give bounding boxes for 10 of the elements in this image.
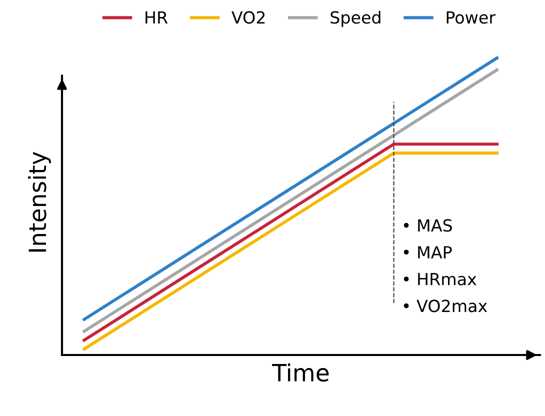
annotation: • MAS (404, 219, 452, 232)
legend-label: Power (446, 11, 496, 24)
legend-label: HR (146, 11, 168, 24)
x-axis-title: Time (272, 363, 329, 382)
legend-label: VO2 (232, 11, 265, 24)
y-axis-title: Intensity (28, 152, 51, 252)
annotation: • HRmax (404, 273, 476, 286)
annotation: • VO2max (404, 300, 488, 312)
annotation: • MAP (404, 246, 452, 258)
legend-label: Speed (330, 10, 380, 27)
